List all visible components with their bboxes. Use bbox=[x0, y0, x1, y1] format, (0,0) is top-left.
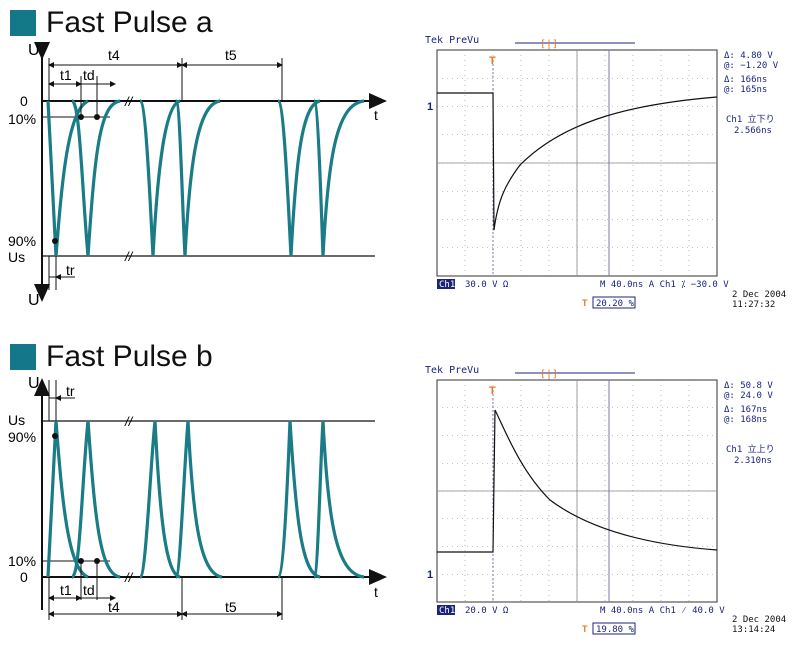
svg-text:M 40.0ns A Ch1 ⁄ 40.0 V: M 40.0ns A Ch1 ⁄ 40.0 V bbox=[600, 606, 725, 616]
title-fast-pulse-b: Fast Pulse b bbox=[10, 340, 213, 374]
ninety-pct-label: 90% bbox=[8, 233, 36, 249]
diagram-b: U t 0 10% 90% Us // // tr t1 td t4 bbox=[8, 365, 786, 635]
svg-text:Δ: 166ns: Δ: 166ns bbox=[724, 75, 767, 85]
svg-text:t5: t5 bbox=[225, 599, 237, 615]
t1-label: t1 bbox=[60, 67, 72, 83]
svg-text:1: 1 bbox=[427, 569, 433, 581]
panel-title: Fast Pulse b bbox=[46, 340, 213, 373]
svg-text:20.0 V Ω: 20.0 V Ω bbox=[465, 606, 509, 616]
title-square-icon bbox=[10, 344, 36, 370]
panel-fast-pulse-b: Fast Pulse b U t 0 10% 90% Us // // tr bbox=[0, 330, 800, 650]
svg-text:20.20 %: 20.20 % bbox=[596, 299, 635, 309]
svg-text:Tek PreVu: Tek PreVu bbox=[425, 365, 479, 376]
svg-text:Ch1 立上り: Ch1 立上り bbox=[726, 443, 775, 455]
us-label: Us bbox=[8, 249, 25, 265]
break-mark-top: // bbox=[124, 94, 134, 109]
scope-b: Tek PreVu [|] T 1 Δ: 50.8 V @: 24.0 V Δ:… bbox=[425, 365, 786, 635]
svg-text:Ch1 立下り: Ch1 立下り bbox=[726, 113, 775, 125]
svg-text:T: T bbox=[582, 298, 588, 308]
svg-text:13:14:24: 13:14:24 bbox=[732, 625, 775, 635]
svg-text:2 Dec 2004: 2 Dec 2004 bbox=[732, 290, 786, 300]
t4-label: t4 bbox=[108, 47, 120, 63]
td-label: td bbox=[83, 67, 95, 83]
scope-header: Tek PreVu bbox=[425, 35, 479, 46]
svg-text://: // bbox=[124, 570, 134, 585]
break-mark-bottom: // bbox=[124, 249, 134, 264]
svg-text:2 Dec 2004: 2 Dec 2004 bbox=[732, 615, 786, 625]
svg-text:Δ: 167ns: Δ: 167ns bbox=[724, 405, 767, 415]
u-bottom-label: U bbox=[28, 292, 40, 309]
svg-text:2.566ns: 2.566ns bbox=[734, 126, 772, 136]
svg-text:@: 168ns: @: 168ns bbox=[724, 415, 767, 425]
svg-text:Ch1: Ch1 bbox=[439, 606, 455, 616]
svg-text:0: 0 bbox=[20, 569, 28, 585]
trig-marker: T bbox=[489, 55, 496, 67]
t-axis-label: t bbox=[374, 107, 378, 123]
svg-text:Us: Us bbox=[8, 412, 25, 428]
zero-label: 0 bbox=[20, 93, 28, 109]
svg-text:11:27:32: 11:27:32 bbox=[732, 300, 775, 310]
svg-text:30.0 V Ω: 30.0 V Ω bbox=[465, 280, 509, 290]
svg-text:[|]: [|] bbox=[540, 369, 558, 380]
panel-fast-pulse-a: Fast Pulse a U U t 0 10% 90% Us bbox=[0, 0, 800, 320]
svg-text:T: T bbox=[582, 624, 588, 634]
ten-pct-label: 10% bbox=[8, 111, 36, 127]
svg-text:@: −1.20 V: @: −1.20 V bbox=[724, 61, 779, 71]
pulse-group-b bbox=[46, 420, 365, 579]
ref-marker: 1 bbox=[427, 101, 433, 113]
svg-text:90%: 90% bbox=[8, 429, 36, 445]
svg-text:U: U bbox=[28, 375, 40, 392]
panel-title: Fast Pulse a bbox=[46, 6, 213, 39]
trigger-bracket: [|] bbox=[540, 39, 558, 50]
svg-text:t: t bbox=[374, 584, 378, 600]
t5-label: t5 bbox=[225, 47, 237, 63]
title-fast-pulse-a: Fast Pulse a bbox=[10, 6, 213, 40]
svg-text:2.310ns: 2.310ns bbox=[734, 456, 772, 466]
svg-text:t4: t4 bbox=[108, 599, 120, 615]
svg-text:tr: tr bbox=[66, 383, 75, 399]
pulse-group-a bbox=[46, 99, 365, 257]
svg-text:t1: t1 bbox=[60, 582, 72, 598]
svg-text://: // bbox=[124, 414, 134, 429]
u-top-label: U bbox=[28, 42, 40, 59]
diagram-a: U U t 0 10% 90% Us // // t4 bbox=[8, 35, 786, 310]
svg-text:T: T bbox=[489, 385, 496, 397]
svg-text:@: 165ns: @: 165ns bbox=[724, 85, 767, 95]
tr-label: tr bbox=[66, 262, 75, 278]
title-square-icon bbox=[10, 10, 36, 36]
svg-text:td: td bbox=[83, 582, 95, 598]
svg-text:19.80 %: 19.80 % bbox=[596, 625, 635, 635]
svg-text:M 40.0ns A Ch1 ⁒ −30.0 V: M 40.0ns A Ch1 ⁒ −30.0 V bbox=[600, 280, 729, 290]
svg-text:Δ: 50.8 V: Δ: 50.8 V bbox=[724, 381, 773, 391]
scope-a: Tek PreVu [|] T 1 Δ: 4.80 V @: −1.20 V Δ… bbox=[425, 35, 786, 310]
svg-text:10%: 10% bbox=[8, 553, 36, 569]
svg-text:Δ: 4.80 V: Δ: 4.80 V bbox=[724, 51, 773, 61]
svg-text:@: 24.0 V: @: 24.0 V bbox=[724, 391, 773, 401]
svg-text:Ch1: Ch1 bbox=[439, 280, 455, 290]
